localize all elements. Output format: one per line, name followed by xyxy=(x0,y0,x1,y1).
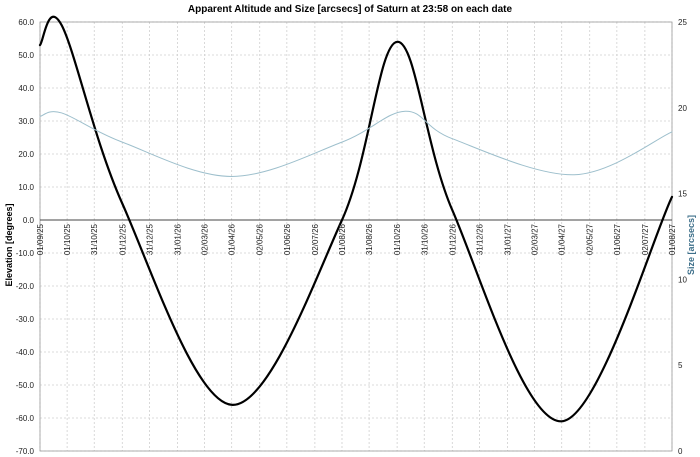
x-tick-label: 02/07/26 xyxy=(311,223,320,255)
y2-tick-label: 15 xyxy=(678,190,687,199)
y-tick-label: -40.0 xyxy=(16,348,35,357)
y-tick-label: -70.0 xyxy=(16,447,35,456)
y-tick-label: 40.0 xyxy=(18,84,34,93)
x-tick-label: 01/08/26 xyxy=(338,223,347,255)
x-tick-label: 31/08/26 xyxy=(365,223,374,255)
y2-tick-label: 25 xyxy=(678,18,687,27)
series-lines xyxy=(38,15,674,423)
x-tick-label: 01/08/27 xyxy=(668,223,677,255)
x-tick-label: 02/03/26 xyxy=(201,223,210,255)
x-tick-label: 01/12/26 xyxy=(448,223,457,255)
x-tick-label: 01/06/26 xyxy=(283,223,292,255)
x-tick-label: 01/04/26 xyxy=(228,223,237,255)
y-tick-label: -30.0 xyxy=(16,315,35,324)
y2-tick-label: 0 xyxy=(678,447,683,456)
elevation-series-line xyxy=(38,15,674,423)
x-tick-label: 01/06/27 xyxy=(613,223,622,255)
x-tick-label: 02/03/27 xyxy=(531,223,540,255)
x-tick-label: 02/05/27 xyxy=(586,223,595,255)
y-tick-label: 10.0 xyxy=(18,183,34,192)
x-tick-label: 31/01/26 xyxy=(173,223,182,255)
x-tick-label: 01/10/26 xyxy=(393,223,402,255)
y-tick-label: 20.0 xyxy=(18,150,34,159)
x-tick-label: 02/05/26 xyxy=(256,223,265,255)
plot-frame xyxy=(39,21,673,452)
y2-tick-label: 10 xyxy=(678,275,687,284)
chart-title: Apparent Altitude and Size [arcsecs] of … xyxy=(188,4,513,15)
x-tick-label: 31/10/26 xyxy=(420,223,429,255)
y-tick-label: -60.0 xyxy=(16,414,35,423)
x-tick-label: 01/12/25 xyxy=(118,223,127,255)
y-tick-label: 60.0 xyxy=(18,18,34,27)
x-tick-label: 01/10/25 xyxy=(63,223,72,255)
y2-axis-title: Size [arcsecs] xyxy=(686,215,696,275)
x-tick-label: 31/12/25 xyxy=(145,223,154,255)
y-tick-label: 0.0 xyxy=(23,216,35,225)
y-tick-label: -10.0 xyxy=(16,249,35,258)
x-tick-label: 01/09/25 xyxy=(36,223,45,255)
tick-labels: 60.0 50.0 40.0 30.0 20.0 10.0 0.0 -10.0 -20.0 -30… xyxy=(16,18,688,456)
x-tick-label: 31/01/27 xyxy=(503,223,512,255)
y-tick-label: 30.0 xyxy=(18,117,34,126)
size-series-line xyxy=(39,110,673,177)
y-axis-title: Elevation [degrees] xyxy=(4,203,14,286)
y-tick-label: -50.0 xyxy=(16,381,35,390)
x-tick-label: 01/04/27 xyxy=(558,223,567,255)
axes xyxy=(39,21,673,452)
x-tick-label: 31/10/25 xyxy=(90,223,99,255)
y-tick-label: 50.0 xyxy=(18,51,34,60)
y2-tick-label: 20 xyxy=(678,104,687,113)
grid xyxy=(39,21,673,452)
x-tick-label: 02/07/27 xyxy=(641,223,650,255)
x-tick-label: 31/12/26 xyxy=(475,223,484,255)
y2-tick-label: 5 xyxy=(678,361,683,370)
y-tick-label: -20.0 xyxy=(16,282,35,291)
